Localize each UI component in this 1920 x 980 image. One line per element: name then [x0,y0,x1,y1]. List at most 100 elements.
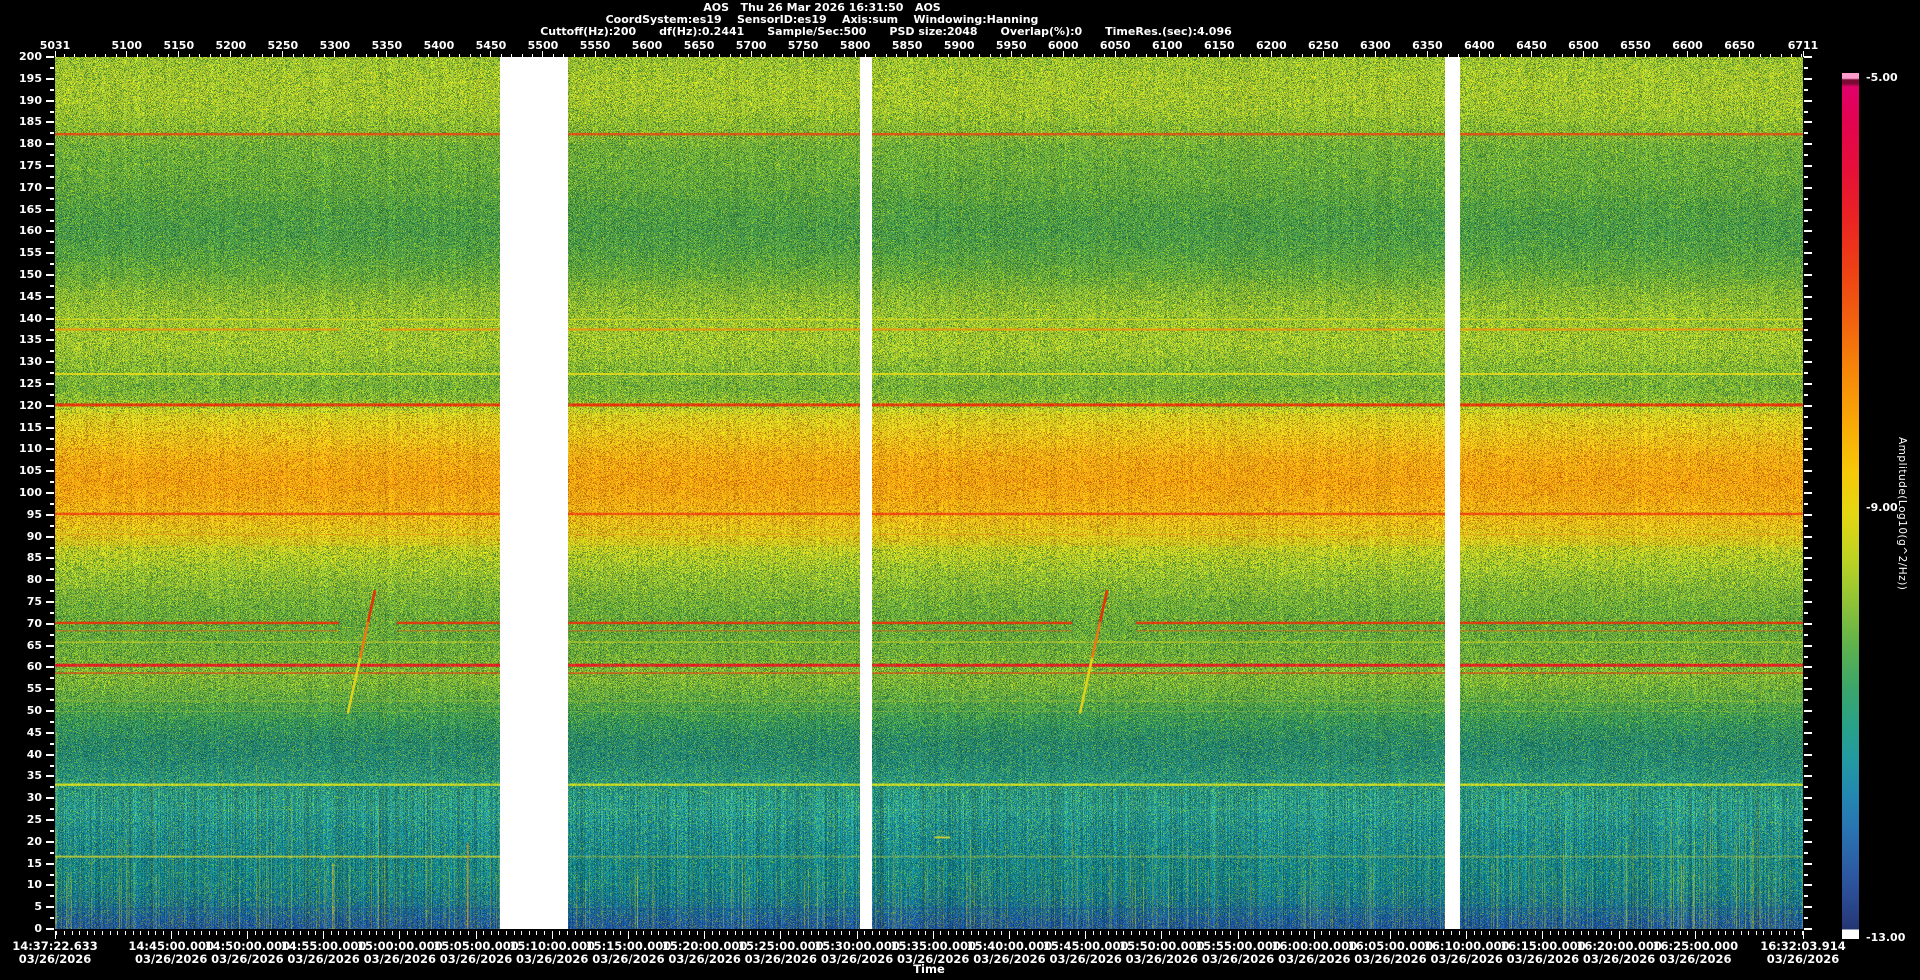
time-axis-minor-tick [757,931,759,935]
header-params-1: CoordSystem:es19 SensorID:es19 Axis:sum … [605,13,1039,26]
freq-axis-major-tick [46,666,54,669]
time-axis-minor-tick [498,931,500,935]
freq-axis-label: 115 [19,420,42,434]
time-axis-date-label: 03/26/2026 [211,952,284,966]
top-axis-minor-tick [1520,54,1522,57]
time-axis-major-tick [1542,931,1544,939]
top-axis-label: 6350 [1412,39,1443,52]
time-axis-minor-tick [414,931,416,935]
time-axis-minor-tick [452,931,454,935]
top-axis-label: 6450 [1516,39,1547,52]
time-axis-label: 16:32:03.914 [1760,939,1846,953]
time-axis-minor-tick [1024,931,1026,935]
time-axis-minor-tick [681,931,683,935]
time-axis-minor-tick [1321,931,1323,935]
top-axis-minor-tick [480,54,482,57]
time-axis-minor-tick [1626,931,1628,935]
freq-axis-major-tick [46,295,54,298]
top-axis-major-tick [1530,51,1532,57]
time-axis-minor-tick [1336,931,1338,935]
time-axis-major-tick [1085,931,1087,939]
time-axis-minor-tick [1763,931,1765,935]
time-axis-minor-tick [185,931,187,935]
time-axis-minor-tick [605,931,607,935]
top-axis-minor-tick [376,54,377,57]
time-axis-minor-tick [1748,931,1750,935]
top-axis-minor-tick [771,54,773,57]
freq-axis-label: 105 [19,464,42,478]
freq-axis-major-tick [46,601,54,603]
freq-axis-label: 200 [19,50,42,63]
top-axis-label: 6400 [1464,39,1495,52]
freq-axis-right-major-tick [1804,884,1812,887]
freq-axis-right-major-tick [1804,186,1812,189]
top-axis-major-tick [1114,51,1116,57]
top-axis-minor-tick [1302,54,1304,57]
top-axis-minor-tick [1562,54,1564,57]
time-axis-minor-tick [63,931,65,935]
top-axis-minor-tick [979,54,981,57]
top-axis-minor-tick [1281,54,1283,57]
freq-axis-minor-tick [50,720,54,723]
spectrogram-plot[interactable] [55,57,1803,929]
top-axis-minor-tick [1791,54,1793,57]
top-axis-label: 5300 [319,39,351,52]
freq-axis-right-major-tick [1804,644,1812,647]
freq-axis-right-major-tick [1804,840,1812,843]
time-axis-date-label: 03/26/2026 [515,952,589,966]
time-axis-minor-tick [1550,931,1552,935]
time-axis-minor-tick [970,931,972,935]
freq-axis-right-minor-tick [1804,263,1808,266]
time-axis-minor-tick [1618,931,1620,935]
top-axis-major-tick [1802,51,1804,57]
freq-axis-right-major-tick [1804,470,1812,473]
time-axis-major-tick [1466,931,1468,939]
freq-axis-right-major-tick [1804,56,1812,58]
top-axis-minor-tick [1229,54,1231,57]
time-axis-minor-tick [132,931,134,935]
freq-axis-major-tick [46,208,54,211]
top-axis-minor-tick [1395,54,1397,57]
top-axis-minor-tick [1000,54,1002,57]
time-axis-minor-tick [1542,931,1544,935]
freq-axis-major-tick [46,928,54,930]
top-axis-minor-tick [1145,54,1147,57]
freq-axis-label: 135 [19,333,42,347]
top-axis-minor-tick [636,54,638,57]
freq-axis-right-major-tick [1804,535,1812,538]
time-axis-minor-tick [224,931,226,935]
top-axis-minor-tick [604,54,606,57]
freq-axis-label: 175 [19,159,42,172]
top-axis-minor-tick [1770,54,1772,57]
time-axis-minor-tick [803,931,805,935]
top-axis-label: 5650 [683,39,715,52]
time-axis-minor-tick [742,931,744,935]
time-axis-minor-tick [422,931,424,935]
freq-axis-label: 145 [19,289,42,303]
freq-axis-right-minor-tick [1804,66,1808,69]
top-axis-minor-tick [521,54,523,57]
top-axis-minor-tick [1125,54,1127,57]
top-axis-minor-tick [1697,54,1699,57]
top-axis-label: 5800 [839,39,871,52]
time-axis-minor-tick [887,931,889,935]
time-axis-minor-tick [1115,931,1117,935]
top-axis-minor-tick [1135,54,1137,57]
time-axis-minor-tick [1687,931,1689,935]
time-axis-minor-tick [277,931,279,935]
time-axis-minor-tick [1725,931,1727,935]
top-axis-major-tick [126,51,128,57]
top-axis-minor-tick [1749,54,1751,57]
top-axis-minor-tick [1707,54,1709,57]
freq-axis-right-minor-tick [1804,175,1808,178]
time-axis-label: 15:05:00.000 [433,939,519,953]
time-axis-minor-tick [1130,931,1132,935]
freq-axis-minor-tick [50,197,54,200]
freq-axis-right-minor-tick [1804,437,1808,440]
freq-axis-major-tick [46,819,54,821]
time-axis-minor-tick [947,931,949,935]
freq-axis-right-minor-tick [1804,481,1808,484]
time-axis-minor-tick [1572,931,1574,935]
top-axis-major-tick [958,51,960,57]
colorbar [1842,73,1859,939]
